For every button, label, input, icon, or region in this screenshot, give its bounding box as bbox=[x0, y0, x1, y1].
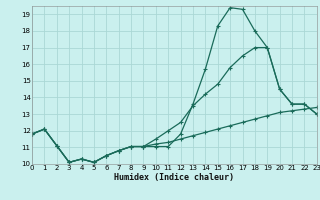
X-axis label: Humidex (Indice chaleur): Humidex (Indice chaleur) bbox=[115, 173, 234, 182]
